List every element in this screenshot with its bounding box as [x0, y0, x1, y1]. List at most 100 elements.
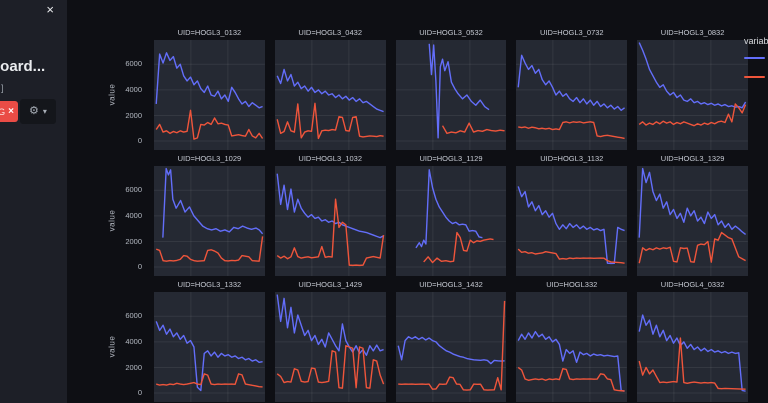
- facet-chart-svg: [396, 166, 507, 276]
- facet-grid: value 0 2000 4000 6000 UID=HOGL3_0132 UID=HOGL…: [107, 24, 748, 402]
- close-icon[interactable]: ×: [46, 2, 54, 17]
- facet-chart[interactable]: [274, 292, 386, 402]
- series-orange: [639, 233, 745, 264]
- facet-chart-svg: [516, 40, 627, 150]
- series-orange: [398, 301, 504, 390]
- series-blue: [519, 186, 625, 263]
- chip-remove-icon[interactable]: ×: [8, 105, 14, 117]
- y-axis: value 0 2000 4000 6000: [107, 24, 144, 150]
- y-tick-label: 4000: [125, 210, 142, 220]
- facet-figure: value 0 2000 4000 6000 UID=HOGL3_0132 UID=HOGL…: [107, 24, 748, 402]
- series-orange: [639, 104, 745, 126]
- series-orange: [519, 249, 625, 263]
- facet-title: UID=HOGL3_1329: [660, 153, 725, 163]
- facet-title: UID=HOGL3_0132: [177, 27, 242, 37]
- facet: UID=HOGL3_1132: [516, 150, 628, 276]
- legend-item[interactable]: [744, 50, 768, 65]
- y-tick-label: 4000: [125, 336, 142, 346]
- y-tick-label: 6000: [125, 311, 142, 321]
- facet-chart[interactable]: [274, 166, 386, 276]
- y-tick-label: 2000: [125, 236, 142, 246]
- y-tick-label: 6000: [125, 59, 142, 69]
- series-blue: [156, 321, 262, 390]
- chip-label: G: [0, 106, 6, 117]
- series-blue: [639, 169, 745, 238]
- y-tick-label: 4000: [125, 84, 142, 94]
- series-orange: [423, 233, 493, 263]
- facet: UID=HOGL3_0532: [395, 24, 507, 150]
- facet-chart[interactable]: [395, 166, 507, 276]
- facet-chart-svg: [275, 166, 386, 276]
- facet-chart[interactable]: [637, 292, 748, 402]
- y-tick-label: 0: [137, 388, 142, 397]
- facet-title: UID=HOGL3_1432: [419, 279, 483, 289]
- series-blue: [277, 295, 383, 356]
- facet-chart-svg: [154, 292, 265, 402]
- series-blue: [277, 174, 383, 238]
- y-axis-title: value: [107, 335, 117, 358]
- series-orange: [442, 123, 504, 133]
- facet-chart[interactable]: [516, 40, 628, 150]
- series-blue: [416, 170, 482, 248]
- facet-chart[interactable]: [637, 166, 748, 276]
- facet-chart-svg: [637, 40, 748, 150]
- series-blue: [639, 315, 745, 391]
- y-axis: value 0 2000 4000 6000: [107, 276, 144, 402]
- facet-title: UID=HOGL3_1129: [419, 153, 483, 163]
- facet-title: UID=HOGL3_1332: [177, 279, 242, 289]
- chevron-down-icon: ▾: [42, 106, 47, 116]
- facet-row: value 0 2000 4000 6000 UID=HOGL3_1029 UID=HOGL…: [107, 150, 748, 276]
- facet-chart[interactable]: [154, 166, 265, 276]
- series-orange: [277, 199, 383, 265]
- facet-chart-svg: [637, 166, 748, 276]
- y-tick-label: 0: [137, 136, 142, 145]
- series-orange: [519, 367, 625, 391]
- series-blue: [429, 44, 489, 138]
- facet-title: UID=HOGL3_0832: [660, 27, 725, 37]
- y-tick-label: 2000: [125, 362, 142, 372]
- facet: UID=HOGL3_1029: [154, 150, 265, 276]
- series-orange: [277, 103, 383, 138]
- facet-title: UID=HOGL3_1132: [540, 153, 604, 163]
- facet-title: UID=HOGL3_1029: [177, 153, 242, 163]
- facet-chart[interactable]: [395, 40, 507, 150]
- facet: UID=HOGL3_1429: [274, 276, 386, 402]
- legend-title: variab: [744, 36, 768, 46]
- y-axis: value 0 2000 4000 6000: [107, 150, 144, 276]
- facet-chart-svg: [516, 166, 627, 276]
- filter-chip[interactable]: G ×: [0, 101, 18, 122]
- facet: UID=HOGL3_0432: [274, 24, 386, 150]
- facet-chart[interactable]: [154, 292, 265, 402]
- facet-title: UID=HOGL3_0432: [298, 27, 362, 37]
- series-blue: [519, 55, 625, 110]
- facet: UID=HOGL3_0832: [637, 24, 748, 150]
- facet-chart[interactable]: [516, 166, 628, 276]
- gear-icon: ⚙: [29, 105, 39, 117]
- facet-chart[interactable]: [637, 40, 748, 150]
- facet: UID=HOGL3_1329: [637, 150, 748, 276]
- series-blue: [398, 337, 504, 364]
- facet-chart-svg: [396, 40, 507, 150]
- facet-chart[interactable]: [274, 40, 386, 150]
- facet-chart[interactable]: [154, 40, 265, 150]
- facet-chart[interactable]: [516, 292, 628, 402]
- facet-title: UID=HOGL4_0332: [660, 279, 725, 289]
- settings-dropdown[interactable]: ⚙ ▾: [20, 99, 56, 124]
- facet: UID=HOGL3_0132: [154, 24, 265, 150]
- series-blue: [163, 169, 263, 238]
- series-orange: [277, 346, 383, 388]
- series-orange: [639, 338, 745, 389]
- legend-swatch: [744, 56, 765, 59]
- facet-row: value 0 2000 4000 6000 UID=HOGL3_0132 UID=HOGL…: [107, 24, 748, 150]
- y-axis-title: value: [107, 83, 117, 106]
- legend-item[interactable]: [744, 69, 768, 84]
- facet-chart-svg: [637, 292, 748, 402]
- drawer-title: board...: [0, 58, 46, 75]
- facet-chart-svg: [275, 292, 386, 402]
- facet: UID=HOGL332: [516, 276, 628, 402]
- facet: UID=HOGL3_1332: [154, 276, 265, 402]
- facet: UID=HOGL3_1129: [395, 150, 507, 276]
- facet: UID=HOGL3_1432: [395, 276, 507, 402]
- facet-chart[interactable]: [395, 292, 507, 402]
- series-blue: [639, 43, 745, 108]
